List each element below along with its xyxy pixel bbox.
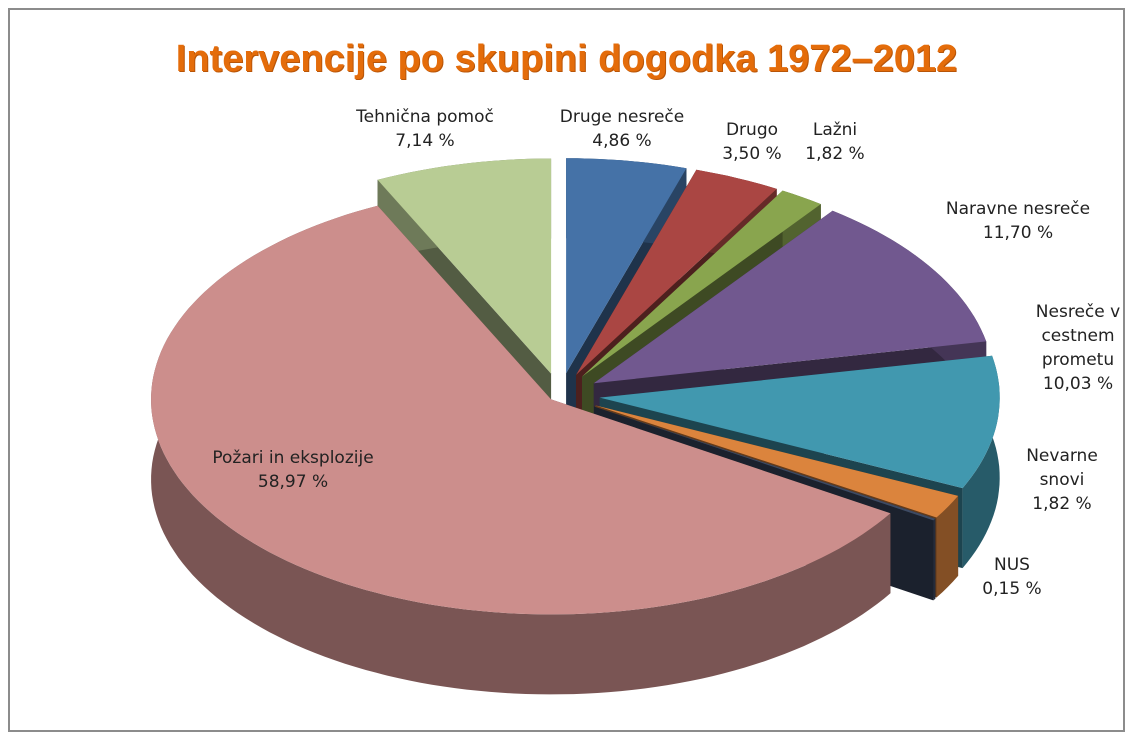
slice-top [595,405,959,518]
category-label: Naravne nesreče [945,199,1091,219]
slice-wall [962,355,1000,569]
slice-label: Požari in eksplozije 58,97 % [183,446,403,494]
value-label: 4,86 % [592,131,652,151]
category-label: Tehnična pomoč [356,107,494,127]
value-label: 3,50 % [722,144,782,164]
slice [151,205,891,695]
category-label: Druge nesreče [559,107,685,127]
slice-label: Druge nesreče 4,86 % [542,105,702,153]
slice-label: Nesreče v cestnem prometu 10,03 % [1023,300,1133,396]
slice-top [576,169,777,375]
slice-label: Tehnična pomoč 7,14 % [345,105,505,153]
value-label: 1,82 % [1032,494,1092,514]
category-label: NUS [994,555,1030,575]
value-label: 7,14 % [395,131,455,151]
slice-label: Naravne nesreče 11,70 % [928,197,1108,245]
value-label: 10,03 % [1042,374,1114,394]
slice-label: Lažni 1,82 % [795,118,875,166]
slice-wall [933,518,936,601]
slice-top [599,355,1000,489]
frame [8,8,1125,732]
category-label: Požari in eksplozije [212,448,374,468]
category-label: Drugo [725,120,779,140]
slice-label: NUS 0,15 % [972,553,1052,601]
slice-label: Nevarne snovi 1,82 % [1012,444,1112,516]
slice-top [582,190,821,377]
slice-top [593,210,987,384]
slice-label: Drugo 3,50 % [712,118,792,166]
category-label: Nevarne snovi [1026,446,1098,490]
category-label: Nesreče v cestnem prometu [1035,302,1121,370]
value-label: 58,97 % [257,472,329,492]
value-label: 1,82 % [805,144,865,164]
value-label: 11,70 % [982,223,1054,243]
chart-title: Intervencije po skupini dogodka 1972–201… [175,38,958,80]
category-label: Lažni [812,120,858,140]
slice-top [594,406,936,521]
slice-top [151,205,891,615]
slice-top [377,158,552,374]
slice-wall [936,495,959,598]
slice-top [566,158,687,374]
value-label: 0,15 % [982,579,1042,599]
